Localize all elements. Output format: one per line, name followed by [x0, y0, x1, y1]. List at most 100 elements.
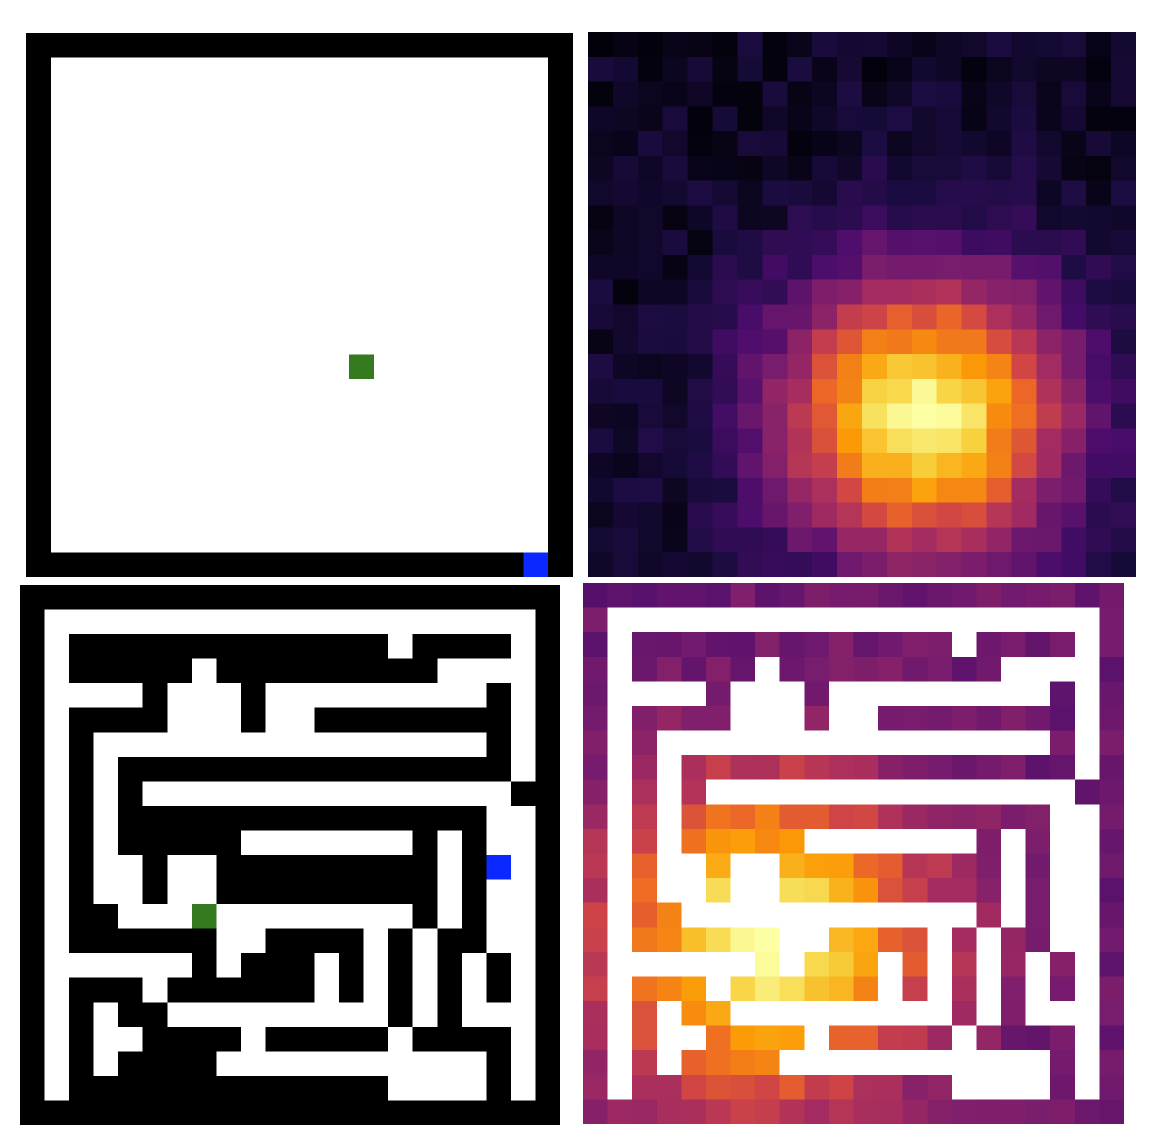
wall-cell — [314, 928, 340, 954]
wall-cell — [461, 1100, 487, 1125]
wall-cell — [142, 879, 168, 905]
heatmap-cell — [886, 205, 912, 231]
wall-cell — [437, 928, 462, 954]
heatmap-cell — [886, 552, 912, 577]
wall-cell — [93, 585, 119, 610]
heatmap-cell — [1111, 230, 1136, 255]
heatmap-cell — [961, 329, 987, 355]
wall-cell — [249, 33, 275, 58]
heatmap-cell — [878, 1050, 903, 1075]
empty-room-grid — [26, 33, 573, 577]
heatmap-cell — [1074, 779, 1100, 805]
wall-cell — [486, 707, 511, 733]
heatmap-cell — [687, 254, 713, 280]
heatmap-cell — [1099, 681, 1124, 706]
heatmap-cell — [936, 32, 962, 57]
wall-cell — [200, 33, 225, 58]
heatmap-cell — [1061, 81, 1087, 107]
heatmap-cell — [1050, 804, 1075, 829]
heatmap-cell — [662, 279, 688, 305]
heatmap-cell — [588, 205, 613, 231]
heatmap-cell — [976, 656, 1002, 682]
wall-cell — [437, 1100, 462, 1125]
heatmap-cell — [583, 1025, 608, 1051]
heatmap-cell — [681, 681, 706, 706]
wall-cell — [20, 781, 45, 806]
heatmap-cell — [911, 81, 937, 107]
heatmap-cell — [862, 279, 887, 305]
heatmap-cell — [927, 878, 952, 903]
heatmap-cell — [1036, 81, 1062, 107]
heatmap-cell — [787, 304, 813, 330]
heatmap-cell — [607, 779, 633, 805]
heatmap-cell — [583, 902, 608, 928]
wall-cell — [412, 585, 438, 610]
wall-cell — [118, 781, 143, 806]
heatmap-cell — [687, 428, 713, 454]
heatmap-cell — [737, 230, 763, 255]
heatmap-cell — [656, 1001, 682, 1026]
heatmap-cell — [862, 527, 887, 553]
heatmap-cell — [705, 681, 731, 706]
heatmap-cell — [927, 804, 952, 829]
heatmap-cell — [583, 927, 608, 952]
heatmap-cell — [976, 976, 1002, 1002]
wall-cell — [69, 585, 94, 610]
heatmap-cell — [1086, 56, 1112, 82]
heatmap-cell — [878, 1099, 903, 1124]
wall-cell — [535, 781, 560, 806]
heatmap-cell — [961, 230, 987, 255]
heatmap-cell — [951, 804, 977, 829]
heatmap-cell — [1074, 1025, 1100, 1051]
wall-cell — [69, 707, 94, 733]
heatmap-cell — [681, 976, 706, 1002]
heatmap-cell — [607, 804, 633, 829]
wall-cell — [118, 756, 143, 782]
heatmap-cell — [612, 180, 638, 206]
heatmap-cell — [762, 81, 788, 107]
heatmap-cell — [1025, 927, 1051, 952]
heatmap-cell — [612, 477, 638, 503]
heatmap-cell — [687, 81, 713, 107]
heatmap-cell — [730, 951, 756, 977]
heatmap-cell — [737, 81, 763, 107]
wall-cell — [240, 585, 266, 610]
heatmap-cell — [607, 1050, 633, 1075]
heatmap-cell — [1001, 951, 1026, 977]
heatmap-cell — [1025, 730, 1051, 756]
heatmap-cell — [812, 254, 838, 280]
heatmap-cell — [662, 403, 688, 429]
heatmap-cell — [730, 730, 756, 756]
maze-grid-canvas — [20, 585, 560, 1125]
heatmap-cell — [637, 304, 663, 330]
heatmap-cell — [583, 1001, 608, 1026]
heatmap-cell — [1011, 304, 1037, 330]
heatmap-cell — [762, 279, 788, 305]
heatmap-cell — [961, 56, 987, 82]
heatmap-cell — [886, 477, 912, 503]
wall-cell — [265, 658, 290, 684]
heatmap-cell — [755, 730, 780, 756]
wall-cell — [118, 707, 143, 733]
heatmap-cell — [837, 329, 862, 355]
heatmap-cell — [662, 477, 688, 503]
heatmap-cell — [612, 56, 638, 82]
heatmap-cell — [1111, 527, 1136, 553]
wall-cell — [412, 805, 438, 831]
heatmap-cell — [712, 477, 738, 503]
heatmap-cell — [755, 705, 780, 731]
heatmap-cell — [1050, 730, 1075, 756]
heatmap-cell — [1111, 56, 1136, 82]
heatmap-cell — [1025, 1001, 1051, 1026]
heatmap-cell — [886, 453, 912, 478]
heatmap-cell — [779, 853, 805, 879]
heatmap-cell — [730, 681, 756, 706]
heatmap-cell — [607, 1074, 633, 1100]
heatmap-cell — [1074, 607, 1100, 633]
wall-cell — [224, 552, 250, 577]
heatmap-cell — [607, 828, 633, 854]
wall-cell — [314, 1100, 340, 1125]
heatmap-cell — [632, 927, 657, 952]
wall-cell — [118, 1051, 143, 1076]
heatmap-cell — [583, 1050, 608, 1075]
